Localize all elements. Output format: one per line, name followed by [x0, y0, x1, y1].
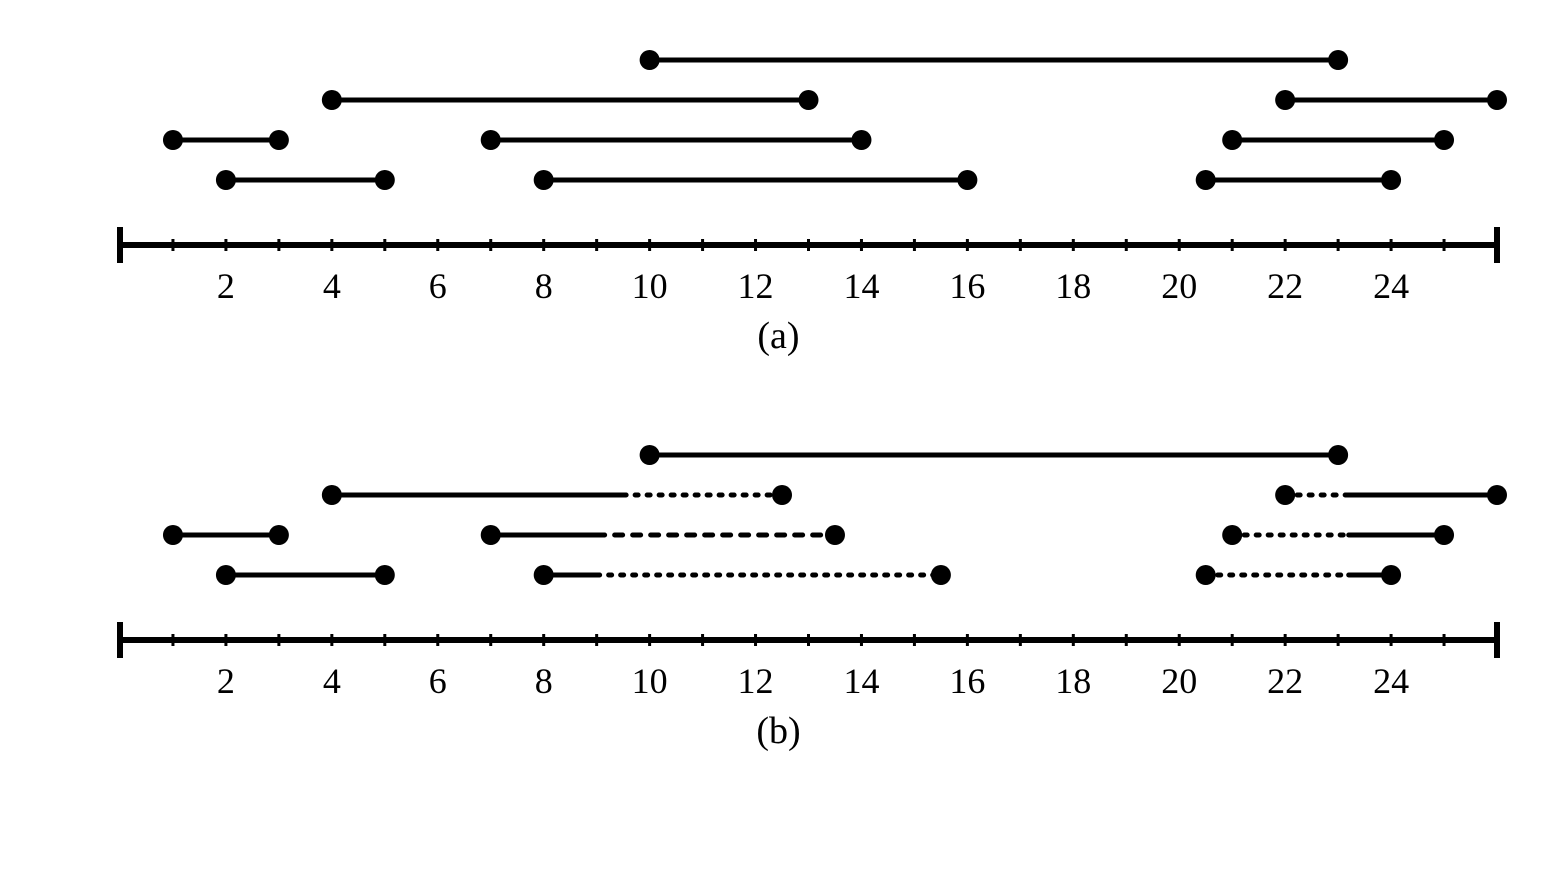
interval — [481, 130, 872, 150]
interval-endpoint — [1381, 170, 1401, 190]
interval — [1196, 565, 1401, 585]
axis-tick-label: 2 — [217, 266, 235, 306]
interval-endpoint — [1222, 525, 1242, 545]
interval — [1222, 130, 1454, 150]
interval-endpoint — [269, 130, 289, 150]
interval-endpoint — [1487, 90, 1507, 110]
interval-endpoint — [375, 565, 395, 585]
interval — [163, 525, 289, 545]
axis-tick-label: 18 — [1055, 266, 1091, 306]
axis-tick-label: 12 — [738, 266, 774, 306]
axis-tick-label: 18 — [1055, 661, 1091, 701]
axis-tick-label: 22 — [1267, 661, 1303, 701]
interval-endpoint — [1434, 130, 1454, 150]
panel-b: 24681012141618202224(b) — [120, 445, 1507, 752]
interval-endpoint — [216, 565, 236, 585]
interval-endpoint — [481, 130, 501, 150]
interval-endpoint — [269, 525, 289, 545]
interval — [322, 90, 819, 110]
axis-tick-label: 14 — [843, 266, 879, 306]
axis-tick-label: 22 — [1267, 266, 1303, 306]
interval-endpoint — [957, 170, 977, 190]
interval — [534, 170, 978, 190]
axis-tick-label: 20 — [1161, 661, 1197, 701]
interval-endpoint — [1381, 565, 1401, 585]
axis-tick-label: 10 — [632, 661, 668, 701]
interval-endpoint — [1328, 50, 1348, 70]
interval — [481, 525, 845, 545]
interval — [163, 130, 289, 150]
interval-endpoint — [1196, 565, 1216, 585]
axis-tick-label: 4 — [323, 266, 341, 306]
axis-tick-label: 4 — [323, 661, 341, 701]
interval-endpoint — [1434, 525, 1454, 545]
interval-endpoint — [216, 170, 236, 190]
interval-endpoint — [534, 170, 554, 190]
interval-endpoint — [1487, 485, 1507, 505]
interval-endpoint — [1222, 130, 1242, 150]
interval — [216, 565, 395, 585]
axis-tick-label: 24 — [1373, 266, 1409, 306]
interval-endpoint — [1196, 170, 1216, 190]
interval-endpoint — [772, 485, 792, 505]
interval-endpoint — [163, 130, 183, 150]
interval-endpoint — [931, 565, 951, 585]
axis-tick-label: 6 — [429, 266, 447, 306]
axis-tick-label: 24 — [1373, 661, 1409, 701]
axis-tick-label: 10 — [632, 266, 668, 306]
axis-tick-label: 20 — [1161, 266, 1197, 306]
interval-endpoint — [534, 565, 554, 585]
interval-endpoint — [1275, 90, 1295, 110]
panel-label: (a) — [757, 315, 799, 357]
interval-endpoint — [322, 90, 342, 110]
interval-endpoint — [481, 525, 501, 545]
interval-endpoint — [851, 130, 871, 150]
interval — [1275, 485, 1507, 505]
interval — [1275, 90, 1507, 110]
interval-endpoint — [825, 525, 845, 545]
interval-endpoint — [1328, 445, 1348, 465]
axis-tick-label: 8 — [535, 661, 553, 701]
axis-tick-label: 6 — [429, 661, 447, 701]
panel-label: (b) — [756, 710, 800, 752]
interval — [640, 50, 1349, 70]
interval — [216, 170, 395, 190]
panel-a: 24681012141618202224(a) — [120, 50, 1507, 357]
interval-endpoint — [322, 485, 342, 505]
interval-endpoint — [640, 50, 660, 70]
axis-tick-label: 16 — [949, 661, 985, 701]
interval — [1222, 525, 1454, 545]
axis-tick-label: 16 — [949, 266, 985, 306]
interval-endpoint — [163, 525, 183, 545]
interval-endpoint — [799, 90, 819, 110]
axis-tick-label: 12 — [738, 661, 774, 701]
interval-endpoint — [1275, 485, 1295, 505]
axis-tick-label: 2 — [217, 661, 235, 701]
interval — [1196, 170, 1401, 190]
interval — [322, 485, 792, 505]
interval — [640, 445, 1349, 465]
interval-endpoint — [375, 170, 395, 190]
interval-endpoint — [640, 445, 660, 465]
axis-tick-label: 14 — [843, 661, 879, 701]
interval — [534, 565, 951, 585]
interval-diagram: 24681012141618202224(a)24681012141618202… — [0, 0, 1557, 870]
axis-tick-label: 8 — [535, 266, 553, 306]
